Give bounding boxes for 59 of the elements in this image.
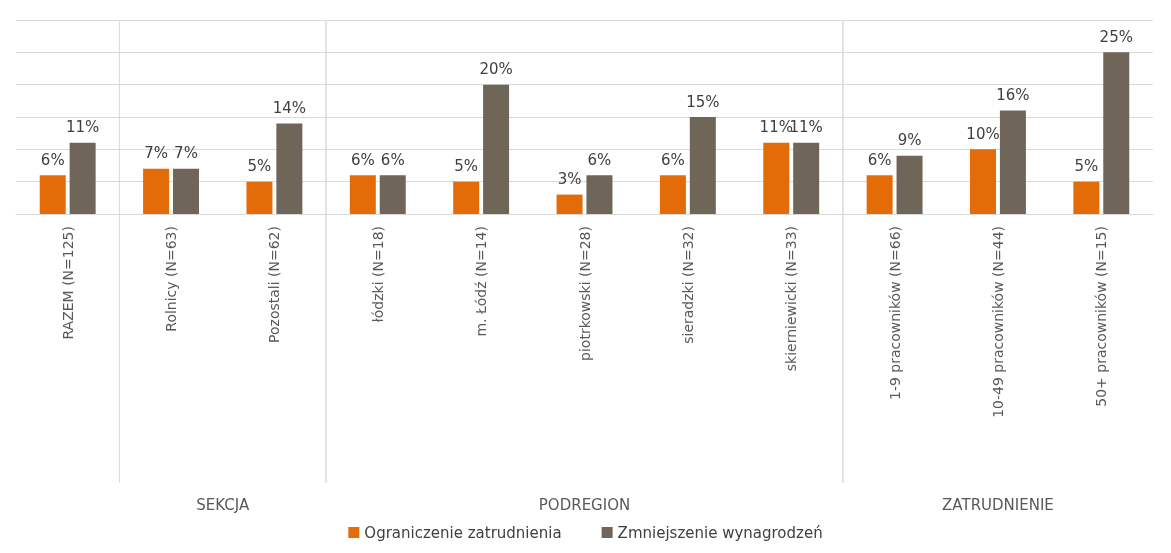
x-tick-label: skierniewicki (N=33): [783, 226, 800, 372]
text: PODREGION: [538, 496, 631, 514]
x-tick-label: 10-49 pracowników (N=44): [989, 226, 1006, 418]
data-label: 3%: [557, 170, 582, 189]
bar: [349, 175, 376, 214]
data-label: 20%: [479, 60, 513, 79]
bar: [659, 175, 686, 214]
bar: [143, 168, 170, 214]
data-label: 11%: [759, 118, 793, 137]
bar: [483, 84, 510, 214]
bar: [69, 142, 96, 214]
bar: [970, 149, 996, 214]
data-label: 6%: [380, 150, 405, 169]
data-label: 14%: [272, 98, 307, 117]
bar: [1103, 52, 1130, 214]
bar: [246, 181, 273, 214]
x-tick-label: sieradzki (N=32): [679, 226, 696, 344]
bar: [896, 155, 923, 214]
bar: [453, 181, 480, 214]
x-tick-label: Pozostali (N=62): [266, 226, 283, 343]
bar: [556, 194, 583, 214]
data-label: 15%: [686, 92, 720, 111]
bar: [1073, 181, 1100, 214]
legend-label: Zmniejszenie wynagrodzeń: [617, 523, 823, 542]
data-label: 6%: [867, 150, 892, 169]
x-tick-label: Rolnicy (N=63): [163, 226, 180, 332]
x-tick-label: łódzki (N=18): [369, 226, 386, 323]
bar: [793, 142, 820, 214]
data-label: 5%: [1074, 157, 1099, 176]
data-label: 7%: [174, 144, 198, 163]
data-label: 6%: [350, 150, 375, 169]
data-label: 6%: [40, 150, 65, 169]
bar: [866, 175, 893, 214]
bar: [763, 142, 790, 214]
legend-label: Ograniczenie zatrudnienia: [364, 523, 562, 542]
x-tick-label: m. Łódź (N=14): [473, 226, 490, 337]
text: SEKCJA: [196, 496, 250, 514]
data-label: 6%: [661, 150, 685, 169]
x-tick-label: RAZEM (N=125): [59, 226, 76, 340]
data-label: 9%: [897, 131, 922, 150]
data-label: 6%: [587, 150, 612, 169]
bar: [689, 117, 716, 214]
x-tick-label: piotrkowski (N=28): [576, 226, 593, 361]
data-label: 5%: [247, 157, 272, 176]
bar: [39, 175, 66, 214]
bar: [999, 110, 1026, 214]
x-tick-label: 1-9 pracowników (N=66): [886, 226, 903, 401]
data-label: 5%: [454, 157, 479, 176]
bar: [379, 175, 406, 214]
data-label: 11%: [65, 118, 100, 137]
data-label: 10%: [966, 124, 1000, 143]
bar: [276, 123, 303, 214]
text: ZATRUDNIENIE: [942, 496, 1054, 514]
x-tick-label: 50+ pracowników (N=15): [1093, 226, 1110, 407]
bar: [586, 175, 613, 214]
data-label: 7%: [144, 144, 168, 163]
data-label: 25%: [1099, 27, 1133, 46]
bar: [173, 168, 199, 214]
data-label: 16%: [996, 86, 1030, 105]
